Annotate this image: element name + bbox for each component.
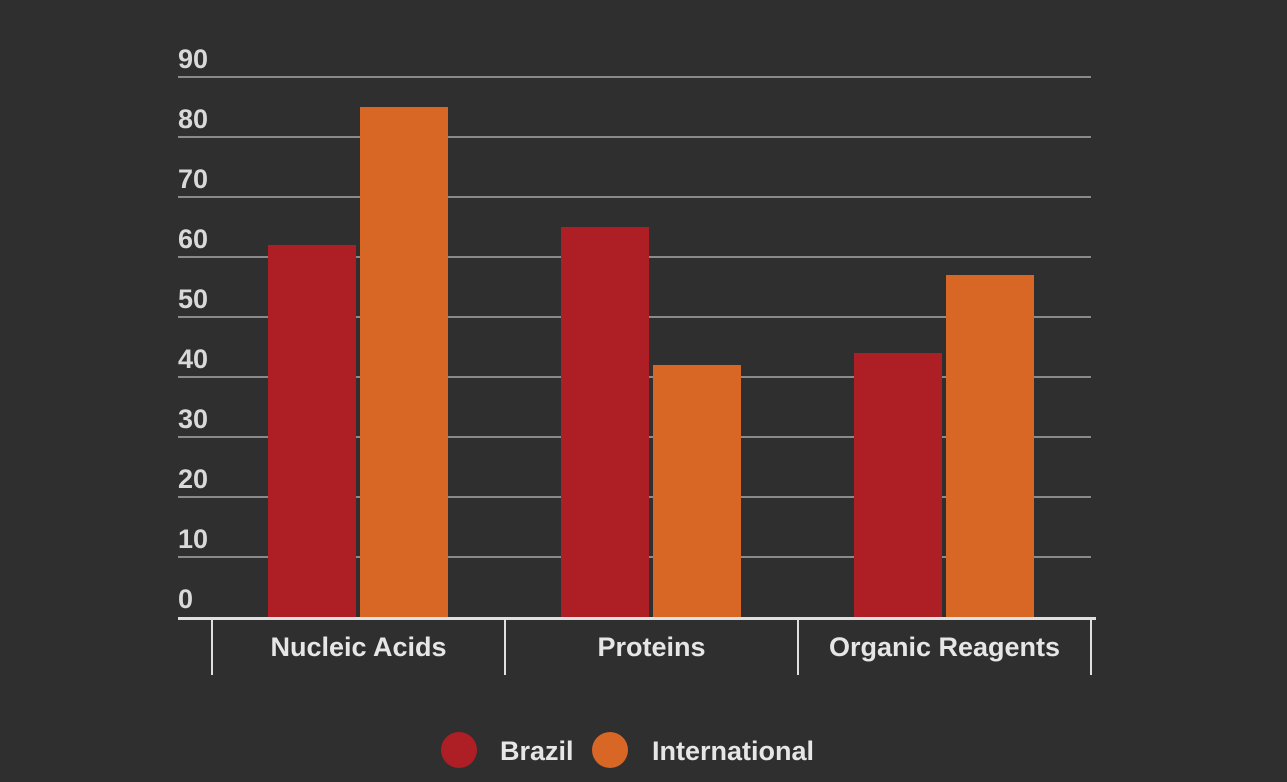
bar-international-proteins (653, 365, 741, 617)
legend-label-brazil: Brazil (500, 736, 574, 766)
y-tick-label: 50 (178, 284, 208, 314)
y-tick-label: 40 (178, 344, 208, 374)
y-tick-label: 80 (178, 104, 208, 134)
y-tick-label: 0 (178, 584, 193, 614)
bar-international-organic-reagents (946, 275, 1034, 617)
y-tick-label: 20 (178, 464, 208, 494)
legend-swatch-brazil (441, 732, 477, 768)
y-tick-label: 60 (178, 224, 208, 254)
x-axis-category-labels: Nucleic Acids Proteins Organic Reagents (270, 632, 1060, 662)
legend-swatch-international (592, 732, 628, 768)
legend-label-international: International (652, 736, 814, 766)
bar-brazil-nucleic-acids (268, 245, 356, 617)
category-label: Nucleic Acids (270, 632, 446, 662)
category-label: Organic Reagents (829, 632, 1060, 662)
y-tick-label: 30 (178, 404, 208, 434)
y-tick-label: 90 (178, 44, 208, 74)
bar-brazil-organic-reagents (854, 353, 942, 617)
category-label: Proteins (597, 632, 705, 662)
y-tick-label: 70 (178, 164, 208, 194)
y-axis-tick-labels: 0 10 20 30 40 50 60 70 80 90 (178, 44, 208, 614)
bars (268, 107, 1034, 617)
y-tick-label: 10 (178, 524, 208, 554)
x-axis (178, 617, 1096, 675)
bar-brazil-proteins (561, 227, 649, 617)
bar-international-nucleic-acids (360, 107, 448, 617)
legend: Brazil International (441, 732, 814, 768)
